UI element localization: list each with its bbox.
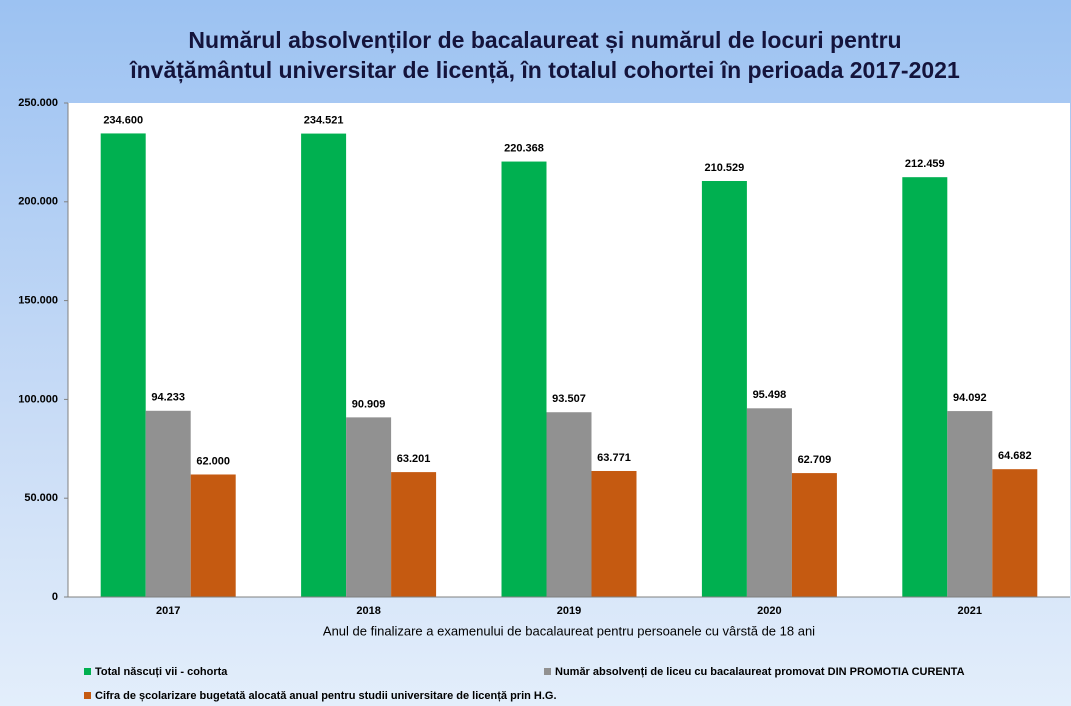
bar xyxy=(902,177,948,597)
x-tick-label: 2020 xyxy=(757,605,781,617)
y-tick-label: 250.000 xyxy=(18,97,58,109)
y-tick-label: 50.000 xyxy=(24,492,58,504)
chart-title: învățământul universitar de licență, în … xyxy=(129,57,960,84)
legend-label: Număr absolvenți de liceu cu bacalaureat… xyxy=(555,666,965,678)
bar xyxy=(100,133,146,597)
bar xyxy=(701,180,747,597)
data-label: 63.771 xyxy=(597,452,631,464)
bar xyxy=(947,411,993,597)
y-tick-label: 100.000 xyxy=(18,393,58,405)
bar xyxy=(346,417,392,597)
y-tick-label: 150.000 xyxy=(18,295,58,307)
data-label: 62.000 xyxy=(196,455,230,467)
data-label: 63.201 xyxy=(397,453,431,465)
bar xyxy=(791,473,837,597)
x-tick-label: 2018 xyxy=(356,605,380,617)
chart-title: Numărul absolvenților de bacalaureat și … xyxy=(188,27,901,54)
data-label: 64.682 xyxy=(998,450,1032,462)
data-label: 93.507 xyxy=(552,393,586,405)
bar xyxy=(546,412,592,597)
bar xyxy=(190,474,236,597)
data-label: 62.709 xyxy=(798,454,832,466)
data-label: 95.498 xyxy=(753,389,787,401)
data-label: 210.529 xyxy=(705,162,745,174)
x-tick-label: 2021 xyxy=(958,605,982,617)
bar xyxy=(391,472,437,597)
legend-label: Total născuți vii - cohorta xyxy=(95,666,228,678)
bar xyxy=(591,470,637,597)
legend-swatch xyxy=(544,668,551,675)
data-label: 234.600 xyxy=(103,114,143,126)
legend-swatch xyxy=(84,692,91,699)
data-label: 212.459 xyxy=(905,158,945,170)
y-tick-label: 0 xyxy=(52,591,58,603)
bar xyxy=(501,161,547,597)
data-label: 234.521 xyxy=(304,114,344,126)
data-label: 90.909 xyxy=(352,398,386,410)
bar xyxy=(145,410,191,597)
x-axis-label: Anul de finalizare a examenului de bacal… xyxy=(323,623,815,638)
x-tick-label: 2019 xyxy=(557,605,581,617)
legend-label: Cifra de școlarizare bugetată alocată an… xyxy=(95,690,557,702)
data-label: 94.233 xyxy=(151,392,185,404)
x-tick-label: 2017 xyxy=(156,605,180,617)
bar xyxy=(746,408,792,597)
y-tick-label: 200.000 xyxy=(18,196,58,208)
data-label: 220.368 xyxy=(504,142,544,154)
bar xyxy=(301,133,347,598)
legend-swatch xyxy=(84,668,91,675)
bar xyxy=(992,469,1038,597)
data-label: 94.092 xyxy=(953,392,987,404)
